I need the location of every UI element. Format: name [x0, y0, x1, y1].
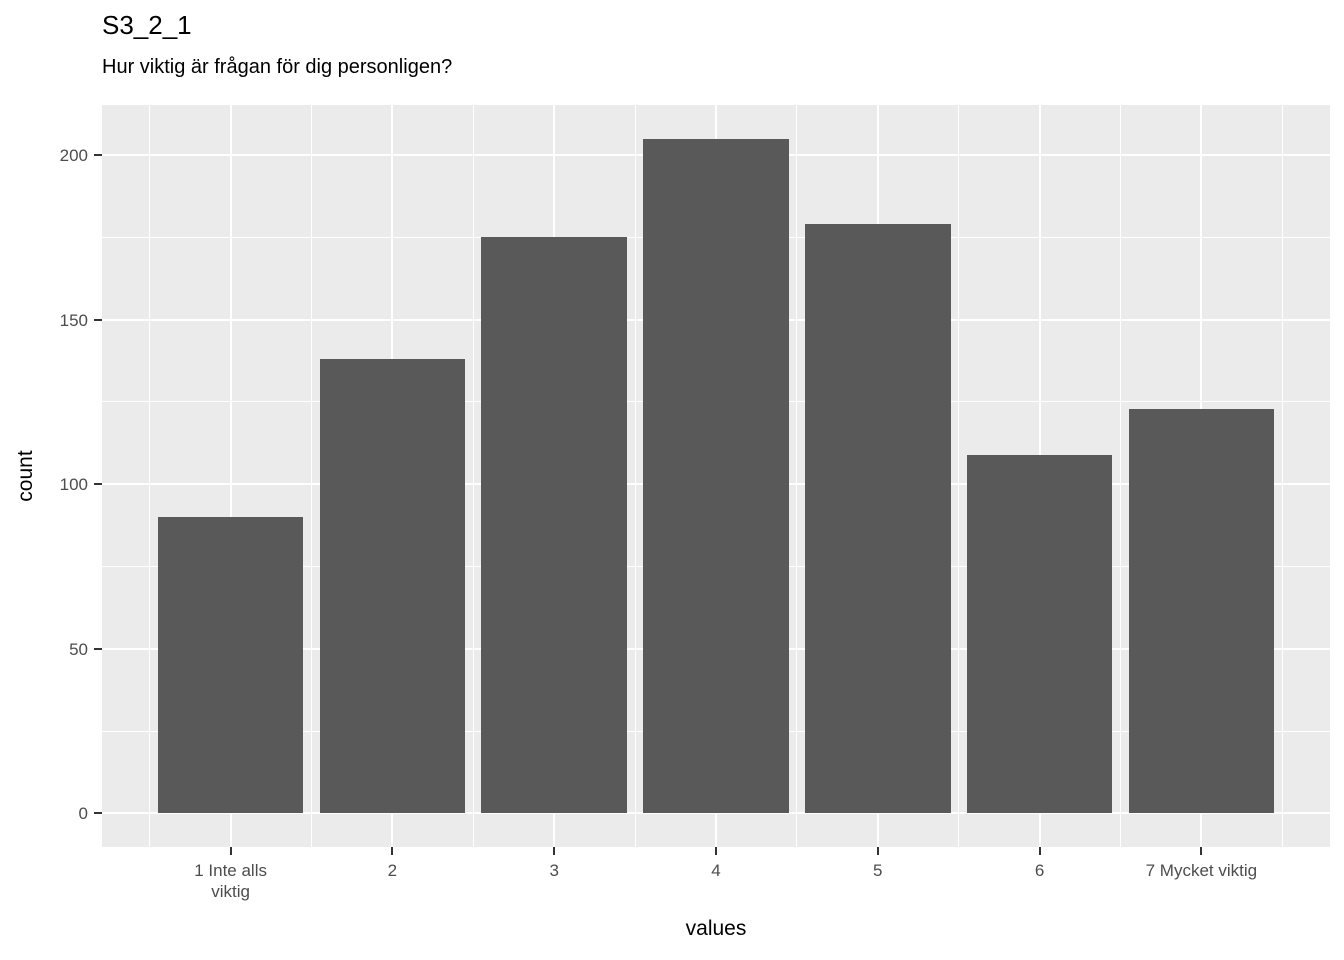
- y-tick-label: 100: [59, 475, 88, 495]
- x-tick-mark: [391, 847, 394, 855]
- y-tick-mark: [94, 647, 102, 650]
- gridline-major-vertical: [229, 105, 232, 847]
- bar: [481, 237, 627, 814]
- x-tick-label: 2: [387, 861, 398, 880]
- x-tick-mark: [1200, 847, 1203, 855]
- plot-panel: [102, 105, 1330, 847]
- x-tick-mark: [876, 847, 879, 855]
- y-tick-label: 150: [59, 310, 88, 330]
- gridline-minor-vertical: [958, 105, 960, 847]
- bar: [966, 454, 1113, 814]
- x-tick-label: 5: [873, 861, 883, 880]
- x-tick-mark: [1038, 847, 1041, 855]
- gridline-minor-vertical: [1281, 105, 1283, 847]
- y-tick-mark: [94, 154, 102, 157]
- x-tick-label: 7 Mycket viktig: [1145, 861, 1258, 880]
- x-tick-mark: [553, 847, 556, 855]
- chart-title: S3_2_1: [102, 10, 192, 40]
- x-tick-label: 4: [711, 861, 721, 880]
- x-axis-title: values: [685, 917, 747, 940]
- y-tick-label: 0: [78, 804, 88, 824]
- gridline-minor-vertical: [1119, 105, 1121, 847]
- x-tick-mark: [715, 847, 717, 855]
- x-tick-mark: [229, 847, 232, 855]
- y-tick-mark: [94, 483, 102, 486]
- y-tick-mark: [94, 812, 102, 815]
- y-tick-label: 50: [69, 639, 88, 659]
- x-tick-label: 3: [549, 861, 559, 880]
- gridline-minor-vertical: [311, 105, 313, 847]
- gridline-minor-vertical: [634, 105, 636, 847]
- gridline-minor-vertical: [149, 105, 151, 847]
- x-tick-label: 1 Inte alls viktig: [194, 861, 267, 902]
- y-tick-label: 200: [59, 146, 88, 166]
- bar: [643, 138, 789, 814]
- bar: [157, 517, 304, 814]
- bar: [319, 359, 466, 814]
- gridline-minor-vertical: [796, 105, 798, 847]
- bar: [804, 224, 951, 814]
- chart-subtitle: Hur viktig är frågan för dig personligen…: [102, 56, 453, 78]
- x-tick-label: 6: [1034, 861, 1045, 880]
- y-axis-title: count: [14, 450, 37, 502]
- gridline-minor-vertical: [472, 105, 474, 847]
- bar: [1128, 408, 1275, 814]
- y-tick-mark: [94, 318, 102, 321]
